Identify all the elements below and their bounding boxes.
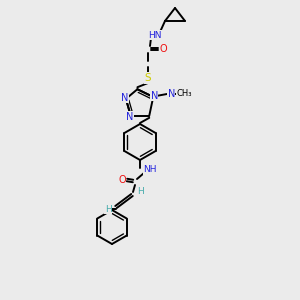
Text: CH₃: CH₃ (176, 89, 192, 98)
Text: O: O (159, 44, 167, 54)
Text: NH: NH (143, 166, 157, 175)
Text: N: N (126, 112, 134, 122)
Text: HN: HN (148, 31, 162, 40)
Text: N: N (151, 91, 158, 101)
Text: N: N (121, 93, 129, 103)
Text: S: S (145, 73, 151, 83)
Text: O: O (118, 175, 126, 185)
Text: H: H (105, 205, 111, 214)
Text: N: N (168, 89, 175, 99)
Text: H: H (136, 188, 143, 196)
